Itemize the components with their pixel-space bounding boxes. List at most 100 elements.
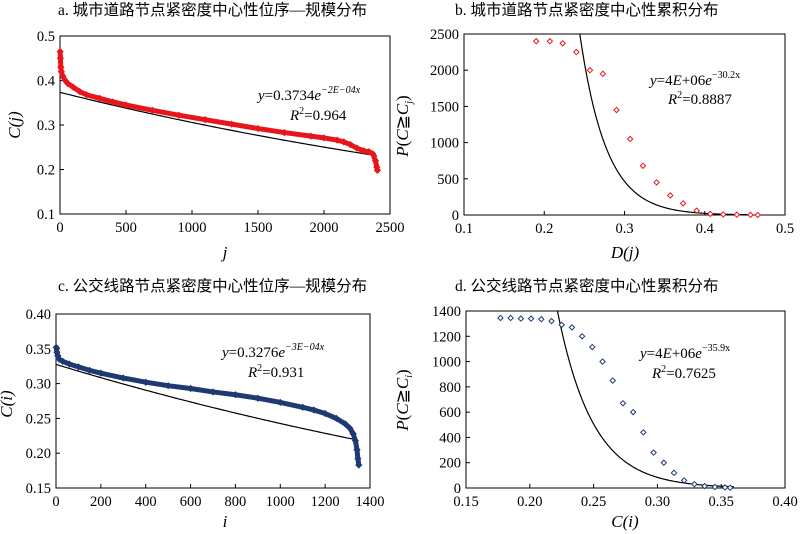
- data-point: [119, 374, 127, 382]
- x-tick-label: 0.2: [535, 221, 553, 237]
- data-point: [97, 369, 105, 377]
- data-point: [726, 484, 734, 492]
- data-point: [346, 424, 354, 432]
- data-point: [333, 136, 341, 144]
- y-tick-label: 0.5: [37, 29, 55, 45]
- fit-line: [556, 311, 734, 488]
- x-tick-label: 0.25: [581, 494, 606, 510]
- data-point: [310, 406, 318, 414]
- panel-b-title: b. 城市道路节点紧密度中心性累积分布: [455, 1, 719, 19]
- data-point: [69, 83, 77, 91]
- data-point: [321, 409, 329, 418]
- y-tick-label: 200: [439, 456, 461, 472]
- data-point: [276, 398, 284, 407]
- x-tick-label: 0.3: [615, 221, 633, 237]
- x-tick-label: 1000: [178, 220, 207, 236]
- data-point: [666, 192, 674, 199]
- data-point: [86, 366, 94, 375]
- panel-b-y-ticks: 0 500 1000 1500 2000 2500: [430, 27, 468, 224]
- y-tick-label: 2000: [430, 63, 459, 79]
- panel-a-y-ticks: 0.1 0.2 0.3 0.4 0.5: [37, 29, 64, 223]
- x-tick-label: 1200: [311, 494, 340, 510]
- y-tick-label: 1000: [430, 136, 459, 152]
- panel-b-fit-curve: [579, 34, 753, 215]
- data-point: [320, 134, 328, 142]
- x-tick-label: 0.4: [696, 221, 715, 237]
- panel-d-equation: y=4E+06e−35.9x: [638, 343, 730, 362]
- data-point: [371, 156, 380, 165]
- x-tick-label: 400: [135, 494, 157, 510]
- data-point: [537, 315, 545, 323]
- data-point: [619, 399, 627, 407]
- panel-d-xlabel: C(i): [611, 512, 639, 531]
- data-point: [280, 128, 289, 137]
- data-point: [341, 420, 349, 428]
- data-point: [59, 72, 67, 80]
- data-point: [82, 91, 91, 99]
- y-tick-label: 1000: [432, 355, 461, 371]
- data-point: [719, 211, 727, 218]
- data-point: [95, 94, 104, 102]
- x-tick-label: 0.1: [455, 221, 473, 237]
- data-point: [707, 210, 714, 218]
- panel-d-r2: R2=0.7625: [651, 364, 716, 382]
- y-tick-label: 800: [439, 380, 461, 396]
- x-tick-label: 0.5: [776, 221, 794, 237]
- data-point: [332, 414, 340, 423]
- data-point: [568, 324, 576, 331]
- data-point: [299, 403, 307, 411]
- data-point: [586, 66, 594, 74]
- data-point: [59, 357, 67, 365]
- data-point: [201, 116, 209, 124]
- panel-a-ylabel: C(j): [5, 111, 24, 139]
- panel-c-xlabel: i: [223, 512, 228, 531]
- data-point: [532, 37, 540, 45]
- data-point: [55, 355, 63, 363]
- panel-d-points: [497, 314, 734, 492]
- panel-a-eq-exp: −2E−04x: [321, 85, 361, 96]
- data-point: [64, 79, 72, 88]
- x-tick-label: 0.30: [645, 494, 670, 510]
- data-point: [517, 315, 525, 322]
- y-tick-label: 0.30: [26, 377, 51, 393]
- data-point: [691, 480, 698, 488]
- panel-b-frame: [463, 33, 786, 216]
- panel-a-eq-y: y: [256, 88, 265, 104]
- y-tick-label: 0.1: [37, 207, 55, 223]
- data-point: [711, 483, 719, 491]
- y-tick-label: 600: [439, 405, 461, 421]
- y-tick-label: 1400: [432, 304, 461, 320]
- data-point: [680, 477, 688, 484]
- x-tick-label: 1500: [244, 220, 273, 236]
- panel-a-r2: R2=0.964: [289, 106, 347, 124]
- panel-d-frame: [465, 310, 786, 489]
- data-point: [254, 394, 262, 402]
- data-point: [650, 449, 657, 456]
- data-point: [548, 317, 555, 325]
- y-tick-label: 0.20: [26, 446, 51, 462]
- data-point: [359, 147, 368, 155]
- data-point: [497, 314, 504, 322]
- data-point: [701, 482, 708, 490]
- panel-c-x-ticks: 0 200 400 600 800 1000 1200 1400: [52, 484, 385, 510]
- data-point: [527, 315, 535, 322]
- panel-a-r2-r: R: [289, 108, 299, 124]
- data-point: [109, 98, 117, 106]
- panel-c-y-ticks: 0.15 0.20 0.25 0.30 0.35 0.40: [26, 307, 60, 497]
- panel-d: d. 公交线路节点紧密度中心性累积分布 0.15 0.20 0.25 0.30 0.35…: [393, 277, 798, 531]
- x-tick-label: 200: [90, 494, 112, 510]
- panel-c-equation: y=0.3276e−3E−04x: [220, 342, 325, 361]
- x-tick-label: 1400: [356, 494, 385, 510]
- data-point: [653, 179, 660, 186]
- panel-b-x-ticks: 0.1 0.2 0.3 0.4 0.5: [455, 211, 794, 237]
- data-point: [373, 166, 382, 175]
- panel-a-r2-sup: 2: [299, 106, 304, 117]
- data-point: [721, 484, 729, 491]
- y-tick-label: 0.35: [26, 342, 51, 358]
- panel-d-ylabel: P(C≧Ci): [393, 369, 415, 431]
- panel-b-xlabel: D(j): [610, 243, 640, 262]
- x-tick-label: 0.15: [453, 494, 478, 510]
- y-tick-label: 0.4: [37, 74, 56, 90]
- panel-c-fit-curve: [56, 363, 357, 441]
